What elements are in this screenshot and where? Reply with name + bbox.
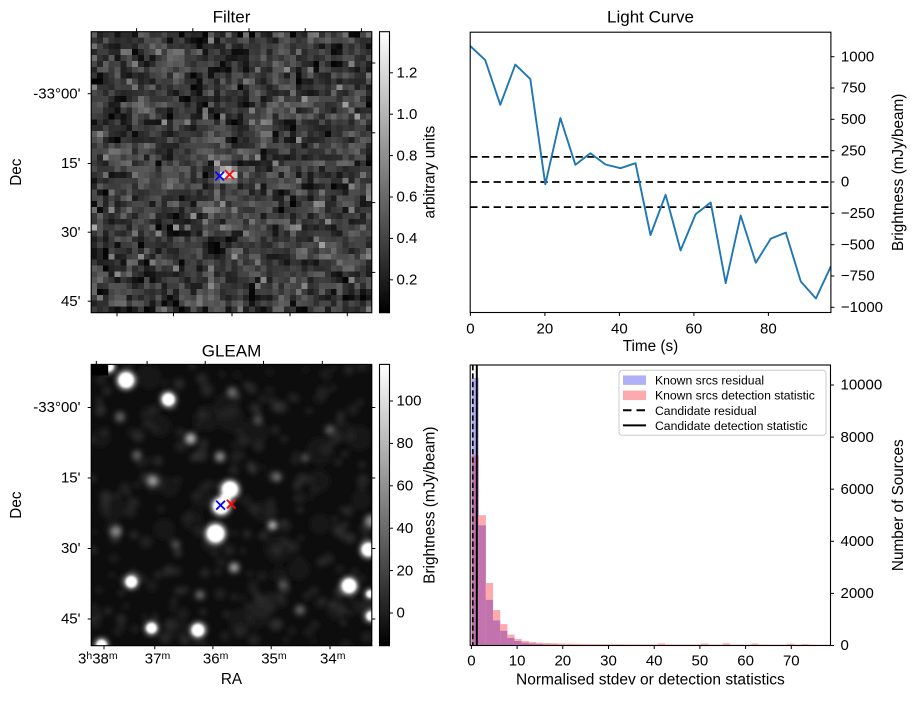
- svg-text:80: 80: [760, 321, 777, 338]
- svg-text:Time (s): Time (s): [623, 338, 679, 355]
- svg-text:100: 100: [397, 393, 422, 410]
- svg-text:45': 45': [61, 611, 81, 628]
- svg-text:−500: −500: [841, 236, 875, 253]
- svg-text:RA: RA: [221, 671, 243, 688]
- svg-text:500: 500: [841, 111, 866, 128]
- svg-text:Dec: Dec: [8, 158, 25, 186]
- svg-text:−1000: −1000: [841, 299, 883, 316]
- svg-text:-33°00': -33°00': [33, 399, 80, 416]
- svg-text:1.0: 1.0: [397, 106, 418, 123]
- svg-text:Number of Sources: Number of Sources: [890, 439, 907, 571]
- svg-text:60: 60: [737, 653, 754, 670]
- svg-text:Brightness (mJy/beam): Brightness (mJy/beam): [890, 94, 907, 251]
- svg-text:30': 30': [61, 224, 81, 241]
- svg-text:60: 60: [397, 478, 414, 495]
- svg-text:20: 20: [554, 653, 571, 670]
- svg-text:1.2: 1.2: [397, 65, 418, 82]
- svg-text:0.4: 0.4: [397, 230, 418, 247]
- svg-text:0: 0: [841, 637, 849, 654]
- svg-text:Candidate residual: Candidate residual: [655, 404, 757, 418]
- svg-text:−750: −750: [841, 268, 875, 285]
- svg-text:arbitrary units: arbitrary units: [421, 126, 438, 219]
- svg-text:Known srcs detection statistic: Known srcs detection statistic: [655, 389, 815, 403]
- svg-text:GLEAM: GLEAM: [202, 341, 262, 360]
- svg-text:20: 20: [397, 562, 414, 579]
- svg-text:Filter: Filter: [213, 8, 251, 27]
- svg-text:Brightness (mJy/beam): Brightness (mJy/beam): [421, 426, 438, 583]
- svg-text:0.8: 0.8: [397, 147, 418, 164]
- svg-text:250: 250: [841, 142, 866, 159]
- svg-text:6000: 6000: [841, 481, 874, 498]
- svg-text:20: 20: [537, 321, 554, 338]
- svg-text:10: 10: [509, 653, 526, 670]
- svg-text:15': 15': [61, 470, 81, 487]
- svg-text:Candidate detection statistic: Candidate detection statistic: [655, 419, 807, 433]
- svg-text:40: 40: [397, 520, 414, 537]
- svg-text:40: 40: [646, 653, 663, 670]
- svg-text:0: 0: [397, 605, 405, 622]
- svg-text:4000: 4000: [841, 533, 874, 550]
- svg-text:80: 80: [397, 435, 414, 452]
- svg-text:0: 0: [467, 653, 475, 670]
- svg-text:45': 45': [61, 293, 81, 310]
- svg-text:Known srcs residual: Known srcs residual: [655, 373, 764, 387]
- svg-text:Dec: Dec: [8, 491, 25, 519]
- svg-text:50: 50: [692, 653, 709, 670]
- svg-text:0: 0: [841, 174, 849, 191]
- svg-text:0: 0: [466, 321, 474, 338]
- svg-text:Light Curve: Light Curve: [607, 8, 694, 27]
- svg-text:-33°00': -33°00': [33, 85, 80, 102]
- svg-text:0.2: 0.2: [397, 272, 418, 289]
- svg-text:2000: 2000: [841, 585, 874, 602]
- svg-text:70: 70: [783, 653, 800, 670]
- svg-text:1000: 1000: [841, 48, 874, 65]
- svg-text:−250: −250: [841, 205, 875, 222]
- svg-text:750: 750: [841, 80, 866, 97]
- svg-text:0.6: 0.6: [397, 189, 418, 206]
- svg-text:8000: 8000: [841, 429, 874, 446]
- svg-text:40: 40: [611, 321, 628, 338]
- svg-text:Normalised stdev or detection: Normalised stdev or detection statistics: [516, 672, 785, 689]
- svg-text:10000: 10000: [841, 377, 883, 394]
- svg-text:60: 60: [686, 321, 703, 338]
- svg-text:30': 30': [61, 540, 81, 557]
- svg-text:15': 15': [61, 155, 81, 172]
- svg-text:30: 30: [600, 653, 617, 670]
